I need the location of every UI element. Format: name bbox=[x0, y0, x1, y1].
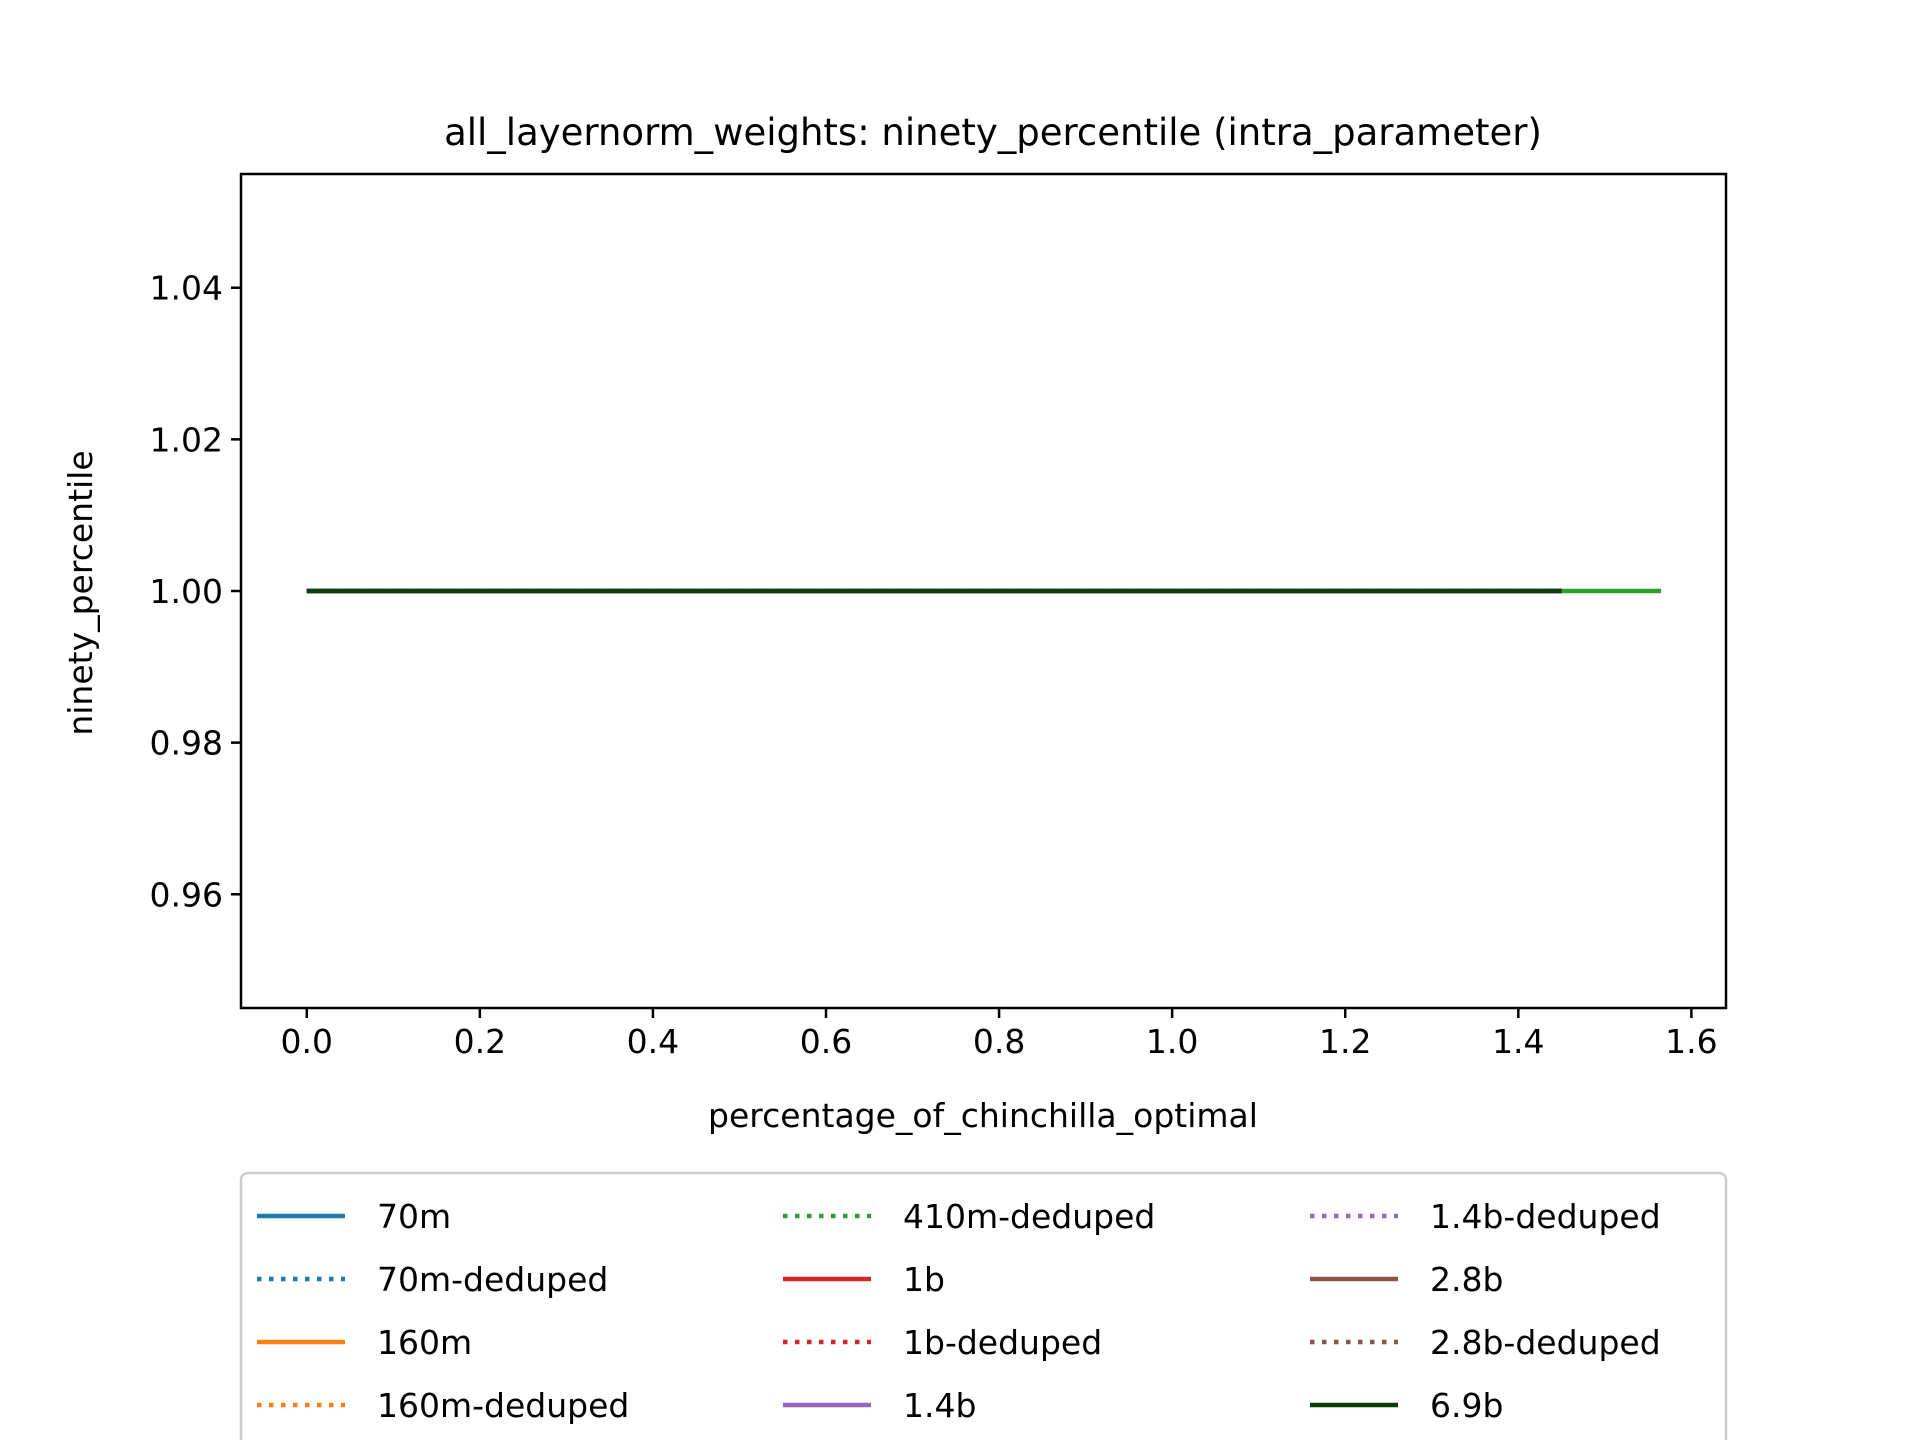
x-tick-label: 1.6 bbox=[1665, 1022, 1717, 1061]
y-axis-label: ninety_percentile bbox=[61, 450, 100, 735]
legend-label-1b-deduped: 1b-deduped bbox=[903, 1323, 1102, 1362]
x-axis-ticks: 0.0 0.2 0.4 0.6 0.8 1.0 1.2 1.4 1.6 bbox=[281, 1008, 1718, 1061]
x-tick-label: 1.0 bbox=[1146, 1022, 1198, 1061]
legend-label-2.8b: 2.8b bbox=[1430, 1260, 1503, 1299]
x-tick-label: 1.4 bbox=[1492, 1022, 1544, 1061]
y-tick-label: 1.00 bbox=[150, 572, 223, 611]
y-tick-label: 1.02 bbox=[150, 420, 223, 459]
legend-label-1b: 1b bbox=[903, 1260, 945, 1299]
y-tick-label: 1.04 bbox=[150, 269, 223, 308]
chart-title: all_layernorm_weights: ninety_percentile… bbox=[444, 111, 1542, 154]
legend-label-2.8b-deduped: 2.8b-deduped bbox=[1430, 1323, 1661, 1362]
x-axis-label: percentage_of_chinchilla_optimal bbox=[708, 1096, 1258, 1135]
y-tick-label: 0.98 bbox=[150, 724, 223, 763]
legend-label-1.4b-deduped: 1.4b-deduped bbox=[1430, 1197, 1661, 1236]
legend-label-1.4b: 1.4b bbox=[903, 1386, 976, 1425]
y-tick-label: 0.96 bbox=[150, 875, 223, 914]
x-tick-label: 0.2 bbox=[454, 1022, 506, 1061]
legend-label-6.9b: 6.9b bbox=[1430, 1386, 1503, 1425]
legend-label-70m-deduped: 70m-deduped bbox=[377, 1260, 608, 1299]
x-tick-label: 0.4 bbox=[627, 1022, 679, 1061]
legend-label-160m-deduped: 160m-deduped bbox=[377, 1386, 629, 1425]
legend-label-70m: 70m bbox=[377, 1197, 451, 1236]
x-tick-label: 0.0 bbox=[281, 1022, 333, 1061]
x-tick-label: 1.2 bbox=[1319, 1022, 1371, 1061]
legend: 70m 70m-deduped 160m 160m-deduped 410m-dedup… bbox=[239, 1171, 1728, 1440]
legend-label-410m-deduped: 410m-deduped bbox=[903, 1197, 1155, 1236]
legend-frame bbox=[239, 1171, 1728, 1440]
legend-label-160m: 160m bbox=[377, 1323, 472, 1362]
y-axis-ticks: 0.96 0.98 1.00 1.02 1.04 bbox=[150, 269, 241, 914]
x-tick-label: 0.6 bbox=[800, 1022, 852, 1061]
x-tick-label: 0.8 bbox=[973, 1022, 1025, 1061]
